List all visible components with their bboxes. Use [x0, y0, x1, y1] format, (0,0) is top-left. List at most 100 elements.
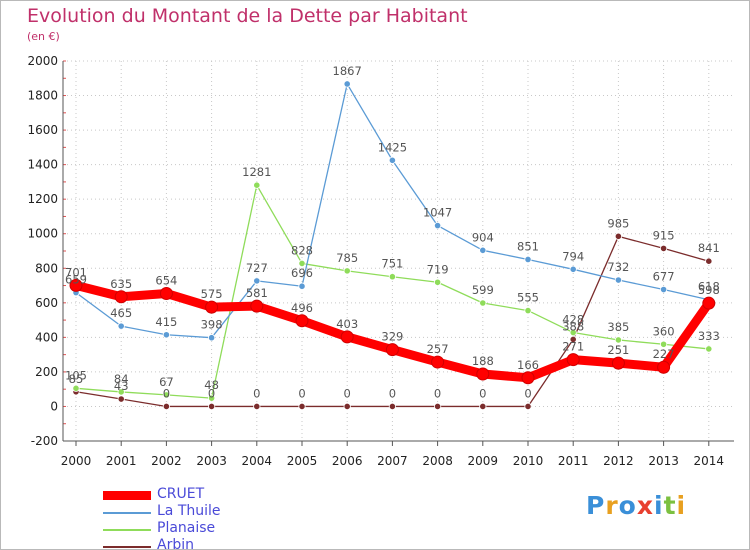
x-tick-label: 2006: [332, 454, 363, 468]
x-tick-label: 2001: [106, 454, 137, 468]
data-label: 985: [607, 216, 629, 230]
data-label: 403: [336, 317, 358, 331]
data-label: 599: [472, 283, 494, 297]
data-point: [705, 345, 713, 353]
data-point: [524, 306, 532, 315]
data-label: 166: [517, 358, 539, 372]
data-label: 271: [562, 340, 584, 354]
data-point: [253, 181, 261, 189]
data-label: 0: [208, 386, 215, 400]
x-tick-label: 2000: [61, 454, 92, 468]
data-label: 415: [155, 315, 177, 329]
data-label: 385: [607, 320, 629, 334]
data-label: 48: [204, 378, 219, 392]
legend-swatch: [103, 491, 151, 500]
y-tick-label: 400: [35, 330, 58, 344]
data-label: 677: [653, 270, 675, 284]
plot-area: [63, 61, 734, 441]
logo-letter: r: [605, 491, 619, 520]
data-label: 555: [517, 291, 539, 305]
data-point: [343, 402, 351, 411]
data-point: [614, 232, 623, 240]
data-point: [72, 384, 80, 392]
data-label: 0: [253, 386, 260, 400]
data-point: [117, 388, 125, 396]
data-label: 0: [434, 386, 441, 400]
data-label: 84: [114, 372, 129, 386]
data-label: 828: [291, 243, 313, 257]
data-point: [388, 273, 396, 281]
logo-letter: i: [676, 491, 687, 520]
data-label: 388: [562, 319, 584, 333]
data-point: [114, 290, 128, 304]
legend-item-planaise: Planaise: [103, 520, 323, 538]
logo-letter: o: [618, 491, 637, 520]
data-label: 727: [246, 261, 268, 275]
data-point: [69, 278, 83, 292]
data-point: [253, 277, 261, 285]
data-label: 1047: [423, 206, 452, 220]
x-tick-label: 2014: [694, 454, 725, 468]
logo-letter: i: [654, 491, 664, 520]
chart-unit-label: (en €): [27, 30, 60, 43]
logo-letter: P: [586, 491, 606, 520]
legend-label: CRUET: [157, 486, 205, 502]
data-point: [433, 222, 442, 230]
legend-label: Arbin: [157, 537, 194, 550]
data-point: [208, 334, 216, 342]
data-point: [431, 355, 445, 369]
x-tick-label: 2012: [603, 454, 634, 468]
data-label: 85: [69, 372, 84, 386]
x-tick-label: 2010: [513, 454, 544, 468]
data-label: 496: [291, 301, 313, 315]
data-point: [162, 402, 170, 411]
data-point: [117, 322, 125, 330]
data-point: [433, 278, 442, 286]
data-label: 751: [381, 257, 403, 271]
data-point: [657, 360, 671, 374]
data-point: [208, 394, 216, 402]
data-point: [479, 246, 487, 254]
data-label: 188: [472, 354, 494, 368]
data-label: 659: [65, 273, 87, 287]
data-point: [298, 282, 306, 290]
y-tick-label: 1800: [27, 89, 58, 103]
data-point: [521, 371, 535, 385]
data-label: 251: [607, 343, 629, 357]
data-label: 0: [389, 386, 396, 400]
y-tick-label: 1200: [27, 192, 58, 206]
data-label: 719: [427, 262, 449, 276]
legend-label: Planaise: [157, 520, 216, 536]
data-point: [566, 353, 580, 367]
data-label: 0: [344, 386, 351, 400]
x-tick-label: 2011: [558, 454, 589, 468]
data-point: [205, 300, 219, 314]
data-point: [524, 402, 532, 411]
logo-letter: x: [636, 491, 654, 520]
data-point: [479, 402, 487, 411]
data-label: 1281: [242, 165, 271, 179]
data-point: [159, 286, 173, 300]
data-point: [614, 276, 623, 284]
data-point: [117, 395, 125, 403]
x-tick-label: 2003: [196, 454, 227, 468]
data-label: 575: [201, 287, 223, 301]
data-label: 105: [65, 368, 87, 382]
data-point: [295, 314, 309, 328]
y-tick-label: 1600: [27, 123, 58, 137]
data-label: 785: [336, 251, 358, 265]
data-point: [250, 299, 264, 313]
data-label: 851: [517, 239, 539, 253]
data-point: [298, 259, 306, 268]
y-tick-label: 1400: [27, 158, 58, 172]
data-point: [162, 391, 170, 399]
data-label: 333: [698, 329, 720, 343]
data-label: 329: [381, 330, 403, 344]
data-label: 0: [479, 386, 486, 400]
data-point: [253, 402, 261, 411]
data-point: [208, 402, 216, 411]
y-tick-label: 200: [35, 365, 58, 379]
y-tick-label: 0: [50, 399, 58, 413]
